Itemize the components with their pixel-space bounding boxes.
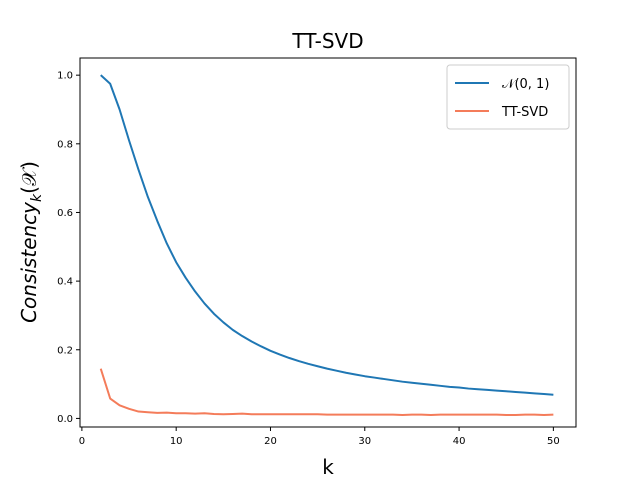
x-tick-label: 50 bbox=[547, 436, 560, 447]
y-tick-label: 0.8 bbox=[57, 139, 73, 150]
legend-box bbox=[446, 64, 570, 130]
x-tick-label: 20 bbox=[264, 436, 277, 447]
x-tick-label: 0 bbox=[79, 436, 85, 447]
x-tick-label: 10 bbox=[170, 436, 183, 447]
x-tick-label: 40 bbox=[453, 436, 466, 447]
y-tick-label: 0.4 bbox=[57, 277, 73, 288]
legend-label-series-2: TT-SVD bbox=[501, 105, 548, 120]
chart-title: TT-SVD bbox=[291, 29, 363, 53]
y-tick-label: 0.0 bbox=[57, 414, 73, 425]
y-tick-label: 0.6 bbox=[57, 208, 73, 219]
y-tick-label: 1.0 bbox=[57, 71, 73, 82]
y-axis-label-subscript: k bbox=[29, 193, 45, 202]
x-tick-label: 30 bbox=[358, 436, 371, 447]
y-axis: 0.0 0.2 0.4 0.6 0.8 1.0 bbox=[57, 71, 80, 425]
y-tick-label: 0.2 bbox=[57, 345, 73, 356]
axes-frame bbox=[79, 57, 577, 428]
y-axis-label: Consistencyk(𝒳) bbox=[17, 161, 45, 323]
y-axis-label-arg: (𝒳) bbox=[17, 161, 41, 194]
legend-label-series-1: 𝒩(0, 1) bbox=[502, 77, 549, 92]
legend: 𝒩(0, 1) TT-SVD bbox=[446, 64, 570, 130]
x-axis: 0 10 20 30 40 50 bbox=[79, 427, 560, 447]
y-axis-label-main: Consistency bbox=[17, 201, 41, 323]
plot-area bbox=[99, 74, 554, 416]
x-axis-label: k bbox=[322, 455, 334, 479]
series-line-2 bbox=[99, 368, 554, 416]
series-line-1 bbox=[100, 74, 554, 396]
